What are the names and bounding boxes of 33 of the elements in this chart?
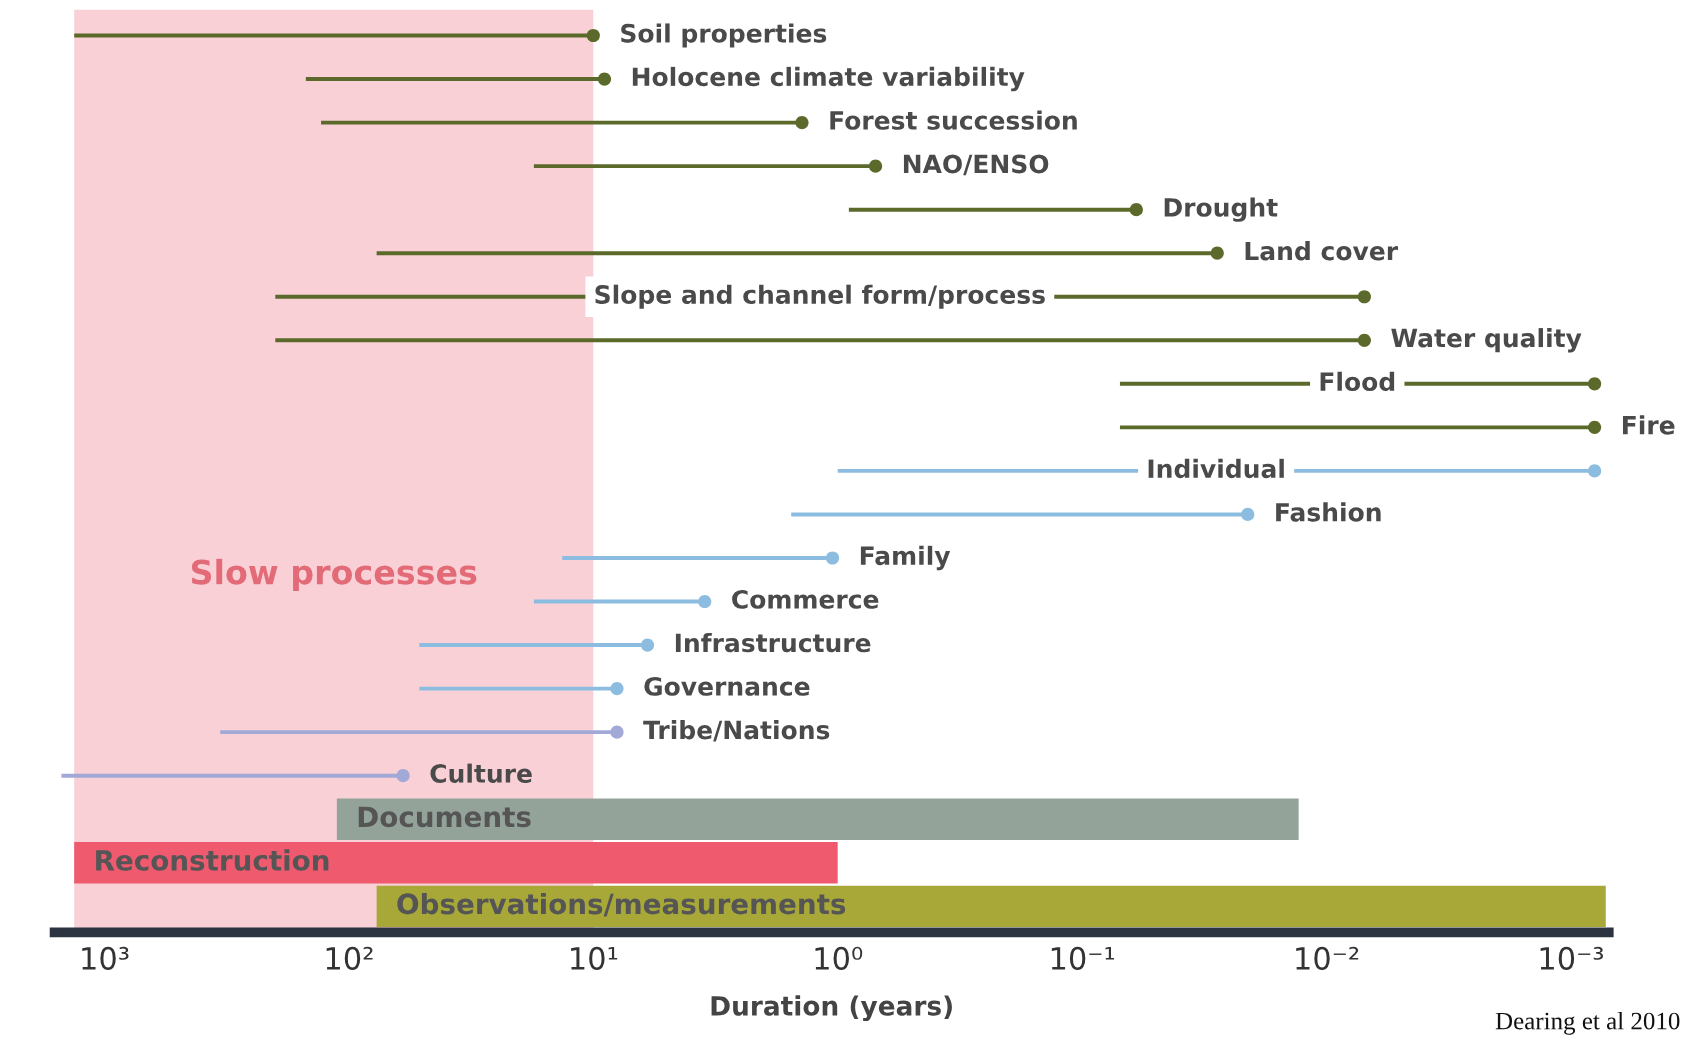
text: Dearing et al 2010 bbox=[1495, 1011, 1680, 1035]
y-tick-label: Forest succession bbox=[830, 110, 1077, 130]
y-tick-label: Water quality bbox=[1391, 328, 1582, 353]
y-tick-label: Slope and channel form/process bbox=[595, 284, 1045, 309]
y-tick-label: Flood bbox=[1320, 371, 1395, 392]
y-tick-label: Fashion bbox=[1276, 502, 1381, 522]
y-tick-label: Individual bbox=[1148, 458, 1284, 479]
x-tick-label: 10³ bbox=[82, 946, 129, 970]
y-tick-label: Documents bbox=[358, 806, 531, 828]
y-tick-label: Governance bbox=[644, 676, 810, 696]
x-tick-label: 10⁻² bbox=[1296, 946, 1359, 970]
x-tick-label: 10² bbox=[326, 946, 373, 970]
y-tick-label: Commerce bbox=[732, 589, 879, 609]
y-tick-label: Infrastructure bbox=[675, 632, 871, 653]
y-tick-label: Tribe/Nations bbox=[643, 720, 830, 742]
bar bbox=[74, 842, 838, 884]
y-tick-label: Family bbox=[860, 545, 951, 571]
x-tick-label: 10⁻³ bbox=[1540, 946, 1603, 970]
y-tick-label: Drought bbox=[1164, 197, 1278, 222]
bar bbox=[336, 798, 1299, 840]
y-tick-label: Reconstruction bbox=[96, 849, 329, 871]
y-tick-label: Soil properties bbox=[621, 23, 827, 48]
y-tick-label: Observations/measurements bbox=[397, 892, 846, 917]
x-axis-title: Duration (years) bbox=[711, 995, 952, 1022]
y-tick-label: NAO/ENSO bbox=[903, 154, 1049, 176]
x-tick-label: 10¹ bbox=[571, 946, 618, 970]
x-tick-label: 10⁻¹ bbox=[1051, 946, 1115, 970]
y-tick-label: Holocene climate variability bbox=[632, 66, 1025, 92]
band-label: Slow processes bbox=[191, 558, 477, 592]
x-tick-label: 10⁰ bbox=[815, 946, 863, 970]
y-tick-label: Culture bbox=[430, 763, 532, 783]
y-tick-label: Land cover bbox=[1245, 241, 1399, 261]
y-tick-label: Fire bbox=[1622, 415, 1675, 435]
